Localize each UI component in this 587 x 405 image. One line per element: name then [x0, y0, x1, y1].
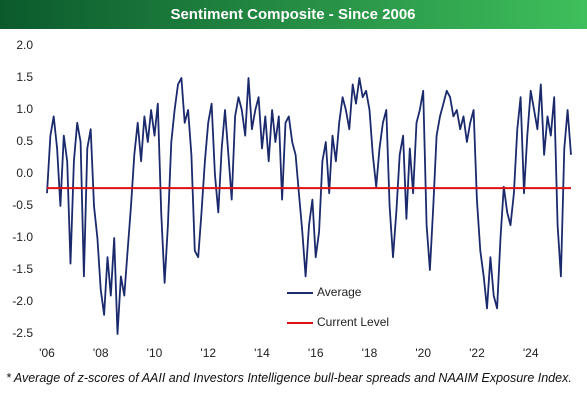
y-tick-label: 1.0 [16, 102, 33, 116]
chart: Sentiment Composite - Since 2006 2.0 1.5 1… [0, 0, 587, 360]
x-tick-label: '24 [523, 346, 539, 360]
chart-title: Sentiment Composite - Since 2006 [170, 6, 415, 23]
x-tick-label: '18 [362, 346, 378, 360]
footnote: * Average of z-scores of AAII and Invest… [6, 371, 572, 385]
legend-label: Average [317, 285, 362, 299]
y-tick-label: 0.0 [16, 166, 33, 180]
y-tick-label: -2.0 [12, 294, 33, 308]
y-tick-label: -0.5 [12, 198, 33, 212]
x-tick-label: '16 [308, 346, 324, 360]
y-tick-label: 0.5 [16, 134, 33, 148]
x-tick-label: '08 [93, 346, 109, 360]
legend-label: Current Level [317, 315, 389, 329]
x-tick-label: '06 [39, 346, 55, 360]
y-tick-label: 2.0 [16, 38, 33, 52]
y-tick-label: 1.5 [16, 70, 33, 84]
x-tick-label: '10 [147, 346, 163, 360]
y-tick-label: -1.5 [12, 262, 33, 276]
y-tick-label: -1.0 [12, 230, 33, 244]
y-tick-label: -2.5 [12, 326, 33, 340]
x-tick-label: '14 [254, 346, 270, 360]
x-tick-label: '22 [469, 346, 485, 360]
x-tick-label: '12 [200, 346, 216, 360]
series-line [46, 77, 572, 335]
title-bar [0, 0, 587, 29]
x-tick-label: '20 [415, 346, 431, 360]
